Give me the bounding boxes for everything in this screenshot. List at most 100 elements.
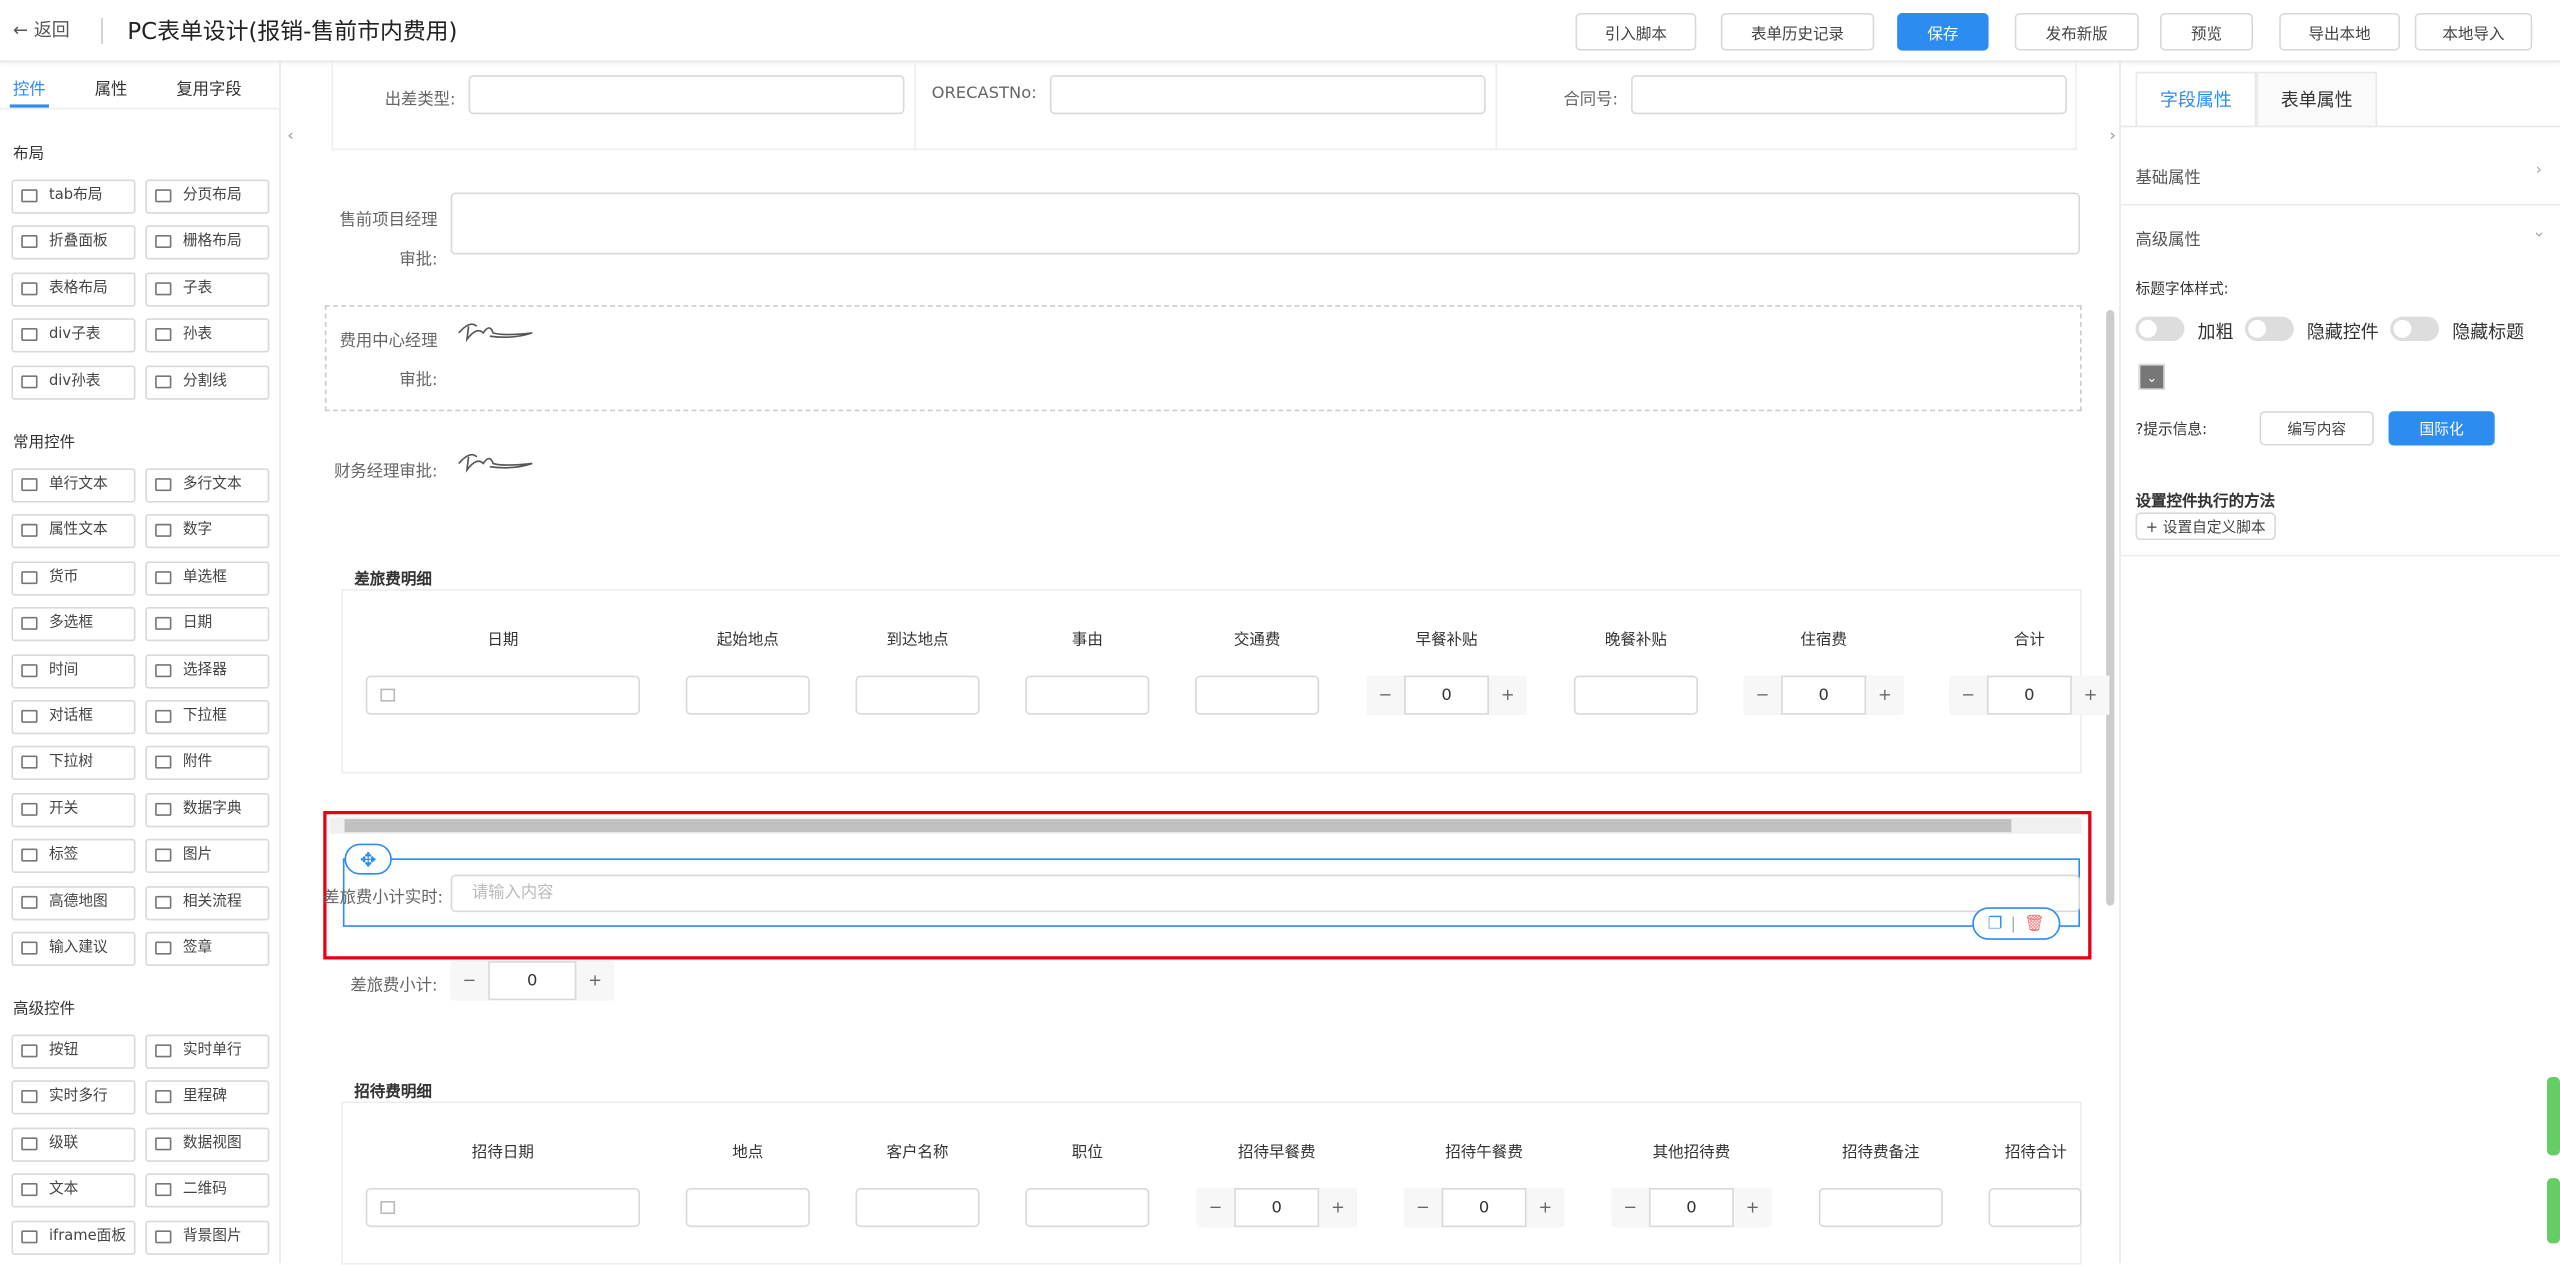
control-item[interactable]: 栅格布局 bbox=[145, 225, 270, 261]
text-input[interactable] bbox=[1818, 1187, 1943, 1228]
method-button[interactable]: + 设置自定义脚本 bbox=[2135, 512, 2276, 541]
control-item[interactable]: 表格布局 bbox=[11, 272, 136, 307]
header-button[interactable]: 发布新版 bbox=[2014, 13, 2139, 51]
header-button[interactable]: 预览 bbox=[2159, 13, 2254, 51]
control-item[interactable]: 分页布局 bbox=[145, 179, 270, 214]
chevron[interactable]: › bbox=[2535, 161, 2543, 180]
left-tab[interactable]: 控件 bbox=[13, 81, 46, 100]
control-item[interactable]: 相关流程 bbox=[145, 885, 270, 920]
control-item[interactable]: 签章 bbox=[145, 931, 270, 967]
text-input[interactable]: 请输入内容 bbox=[450, 874, 2080, 913]
control-item[interactable]: 选择器 bbox=[145, 653, 270, 688]
stepper-plus[interactable]: + bbox=[574, 961, 614, 1001]
right-tab[interactable]: 表单属性 bbox=[2256, 71, 2378, 126]
hint-button[interactable]: 编写内容 bbox=[2259, 411, 2374, 446]
stepper-minus[interactable]: − bbox=[1404, 1187, 1444, 1228]
text-input[interactable] bbox=[468, 75, 905, 115]
text-input[interactable] bbox=[855, 675, 980, 715]
stepper-minus[interactable]: − bbox=[1366, 675, 1406, 715]
text-input[interactable] bbox=[1025, 675, 1150, 715]
delete-icon[interactable]: 🗑 bbox=[2024, 914, 2045, 933]
stepper-plus[interactable]: + bbox=[1864, 675, 1904, 715]
stepper-minus[interactable]: − bbox=[1743, 675, 1783, 715]
header-button[interactable]: 保存 bbox=[1897, 13, 1989, 51]
field-actions[interactable]: ❐ | 🗑 bbox=[1972, 907, 2061, 940]
collapse-left[interactable]: ‹ bbox=[287, 127, 294, 146]
control-item[interactable]: div子表 bbox=[11, 318, 136, 353]
date-input[interactable] bbox=[365, 1187, 640, 1228]
stepper-minus[interactable]: − bbox=[1949, 675, 1989, 715]
control-item[interactable]: tab布局 bbox=[11, 179, 136, 214]
control-item[interactable]: 单行文本 bbox=[11, 468, 136, 503]
control-item[interactable]: 数据字典 bbox=[145, 792, 270, 827]
control-item[interactable]: 级联 bbox=[11, 1127, 136, 1162]
control-item[interactable]: 高德地图 bbox=[11, 885, 136, 920]
control-item[interactable]: 孙表 bbox=[145, 318, 270, 353]
left-tab[interactable]: 复用字段 bbox=[176, 81, 242, 100]
text-input[interactable] bbox=[1025, 1187, 1150, 1228]
stepper-plus[interactable]: + bbox=[1732, 1187, 1772, 1228]
right-tab[interactable]: 字段属性 bbox=[2135, 71, 2257, 126]
control-item[interactable]: 下拉树 bbox=[11, 746, 136, 781]
stepper-minus[interactable]: − bbox=[1611, 1187, 1651, 1228]
text-input[interactable] bbox=[1049, 75, 1486, 115]
toggle[interactable] bbox=[2135, 316, 2185, 342]
control-item[interactable]: 多行文本 bbox=[145, 468, 270, 503]
control-item[interactable]: 多选框 bbox=[11, 607, 136, 642]
text-input[interactable] bbox=[855, 1187, 980, 1228]
control-item[interactable]: 数据视图 bbox=[145, 1127, 270, 1162]
text-input[interactable] bbox=[1195, 675, 1320, 715]
control-item[interactable]: 图片 bbox=[145, 839, 270, 874]
control-item[interactable]: 对话框 bbox=[11, 700, 136, 735]
header-button[interactable]: 表单历史记录 bbox=[1720, 13, 1875, 51]
stepper-minus[interactable]: − bbox=[450, 961, 490, 1001]
text-input[interactable] bbox=[1631, 75, 2067, 115]
control-item[interactable]: 单选框 bbox=[145, 561, 270, 596]
stepper-plus[interactable]: + bbox=[1524, 1187, 1565, 1228]
stepper-plus[interactable]: + bbox=[2070, 675, 2110, 715]
control-item[interactable]: 背景图片 bbox=[145, 1219, 270, 1255]
control-item[interactable]: 分割线 bbox=[145, 364, 270, 400]
control-item[interactable]: 实时多行 bbox=[11, 1080, 136, 1116]
control-item[interactable]: 标签 bbox=[11, 839, 136, 874]
control-item[interactable]: 二维码 bbox=[145, 1173, 270, 1208]
textarea[interactable] bbox=[450, 192, 2080, 255]
move-handle[interactable]: ✥ bbox=[344, 843, 392, 875]
text-input[interactable] bbox=[1573, 675, 1698, 715]
control-item[interactable]: 数字 bbox=[145, 514, 270, 549]
control-item[interactable]: 下拉框 bbox=[145, 700, 270, 735]
control-item[interactable]: 日期 bbox=[145, 607, 270, 642]
control-item[interactable]: 货币 bbox=[11, 561, 136, 596]
stepper-plus[interactable]: + bbox=[1487, 675, 1527, 715]
collapse-header[interactable]: 高级属性 bbox=[2135, 231, 2201, 250]
control-item[interactable]: 时间 bbox=[11, 653, 136, 688]
date-input[interactable] bbox=[365, 675, 640, 715]
collapse-right[interactable]: › bbox=[2109, 127, 2116, 146]
control-item[interactable]: 里程碑 bbox=[145, 1080, 270, 1116]
hint-button[interactable]: 国际化 bbox=[2388, 411, 2495, 446]
collapse-header[interactable]: 基础属性 bbox=[2135, 169, 2201, 188]
toggle[interactable] bbox=[2244, 316, 2294, 342]
control-item[interactable]: 属性文本 bbox=[11, 514, 136, 549]
header-button[interactable]: 本地导入 bbox=[2414, 13, 2533, 51]
control-item[interactable]: 实时单行 bbox=[145, 1034, 270, 1069]
control-item[interactable]: 输入建议 bbox=[11, 931, 136, 967]
control-item[interactable]: 开关 bbox=[11, 792, 136, 827]
toggle[interactable] bbox=[2390, 316, 2440, 342]
control-item[interactable]: iframe面板 bbox=[11, 1219, 136, 1255]
stepper-plus[interactable]: + bbox=[1317, 1187, 1357, 1228]
control-item[interactable]: 附件 bbox=[145, 746, 270, 781]
header-button[interactable]: 引入脚本 bbox=[1575, 13, 1697, 51]
text-input[interactable] bbox=[685, 675, 810, 715]
control-item[interactable]: 文本 bbox=[11, 1173, 136, 1208]
control-item[interactable]: 折叠面板 bbox=[11, 225, 136, 261]
color-picker[interactable]: ⌄ bbox=[2138, 363, 2165, 391]
text-input[interactable] bbox=[1988, 1187, 2082, 1228]
header-button[interactable]: 导出本地 bbox=[2279, 13, 2400, 51]
copy-icon[interactable]: ❐ bbox=[1987, 914, 2003, 933]
chevron[interactable]: ⌄ bbox=[2532, 223, 2546, 242]
back-button[interactable]: ← 返回 bbox=[13, 19, 70, 41]
text-input[interactable] bbox=[685, 1187, 810, 1228]
control-item[interactable]: 子表 bbox=[145, 272, 270, 307]
stepper-minus[interactable]: − bbox=[1196, 1187, 1236, 1228]
